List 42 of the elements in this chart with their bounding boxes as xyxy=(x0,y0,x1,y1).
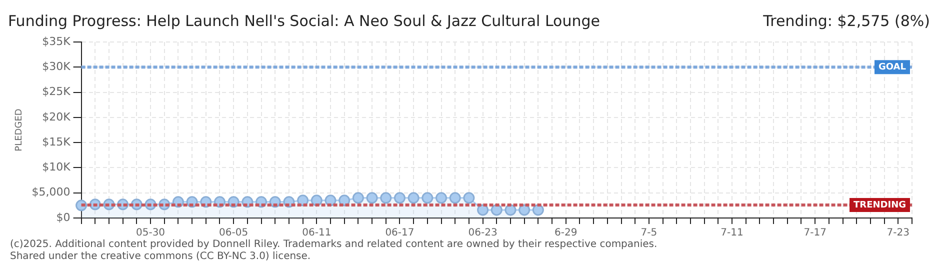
point xyxy=(449,192,461,204)
x-tick-label: 7-23 xyxy=(886,228,910,239)
text: Shared under the creative commons (CC BY-NC 3.0) license. xyxy=(10,251,311,262)
y-tick-label: $35K xyxy=(42,34,72,48)
point xyxy=(532,204,544,216)
point xyxy=(380,192,392,204)
x-tick-label: 7-5 xyxy=(640,228,658,239)
point xyxy=(394,192,406,204)
point xyxy=(504,204,516,216)
ref-line-label: GOAL xyxy=(878,62,906,72)
x-tick-label: 05-30 xyxy=(136,228,166,239)
x-tick-label: 6-29 xyxy=(554,228,578,239)
y-tick-label: $30K xyxy=(42,60,72,73)
y-tick-label: $25K xyxy=(42,85,72,98)
x-tick-label: 06-11 xyxy=(302,228,332,239)
y-axis-title: PLEDGED xyxy=(14,108,25,152)
point xyxy=(310,194,322,206)
y-tick-label: $5,000 xyxy=(32,186,70,199)
point xyxy=(408,192,420,204)
x-tick-label: 7-17 xyxy=(804,228,826,239)
y-tick-label: $15K xyxy=(42,135,72,148)
point xyxy=(352,192,364,204)
ref-line-label: TRENDING xyxy=(854,200,906,210)
point xyxy=(463,192,475,204)
chart-subtitle: Trending: $2,575 (8%) xyxy=(762,12,930,30)
x-tick-label: 06-23 xyxy=(468,228,498,239)
point xyxy=(366,192,378,204)
point xyxy=(490,204,502,216)
y-tick-label: $20K xyxy=(42,110,72,124)
chart-title: Funding Progress: Help Launch Nell's Social: A Neo Soul & Jazz Cultural Lounge xyxy=(8,12,600,30)
text: (c)2025. Additional content provided by Donnell Riley. Trademarks and related content are owned by their respective companies. xyxy=(10,239,658,250)
y-tick-label: $10K xyxy=(42,160,72,174)
point xyxy=(436,192,448,204)
point xyxy=(324,194,336,206)
x-tick-label: 7-11 xyxy=(720,228,744,239)
point xyxy=(422,192,434,204)
x-tick-label: 06-17 xyxy=(385,228,414,239)
point xyxy=(518,204,530,216)
y-tick-label: $0 xyxy=(56,210,70,224)
x-tick-label: 06-05 xyxy=(219,228,248,239)
point xyxy=(477,204,489,216)
point xyxy=(338,194,350,206)
